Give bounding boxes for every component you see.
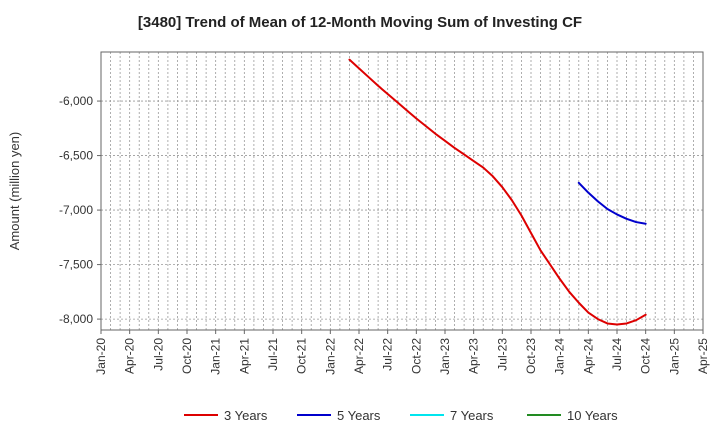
x-tick-label: Jan-20: [94, 338, 108, 375]
x-tick-label: Oct-22: [409, 338, 423, 374]
x-tick-label: Jul-21: [266, 338, 280, 371]
x-tick-label: Jul-20: [151, 338, 165, 371]
x-tick-label: Jul-24: [610, 338, 624, 371]
y-tick-label: -8,000: [59, 312, 93, 326]
x-tick-label: Jul-22: [381, 338, 395, 371]
x-tick-label: Oct-21: [295, 338, 309, 374]
series-line-3-years: [348, 58, 647, 326]
series-layer: [348, 58, 647, 326]
x-tick-label: Oct-23: [524, 338, 538, 374]
x-tick-label: Apr-24: [581, 338, 595, 374]
legend-label: 5 Years: [337, 408, 381, 423]
x-tick-label: Jul-23: [495, 338, 509, 371]
y-tick-label: -7,500: [59, 258, 93, 272]
legend-label: 10 Years: [567, 408, 618, 423]
grid-layer: [100, 52, 704, 330]
x-tick-label: Oct-24: [639, 338, 653, 374]
x-tick-label: Apr-25: [696, 338, 710, 374]
x-tick-layer: Jan-20 Apr-20 Jul-20 Oct-20 Jan-21 Apr-21 Jul-…: [94, 330, 710, 375]
x-tick-label: Apr-22: [352, 338, 366, 374]
y-axis-label: Amount (million yen): [7, 132, 22, 251]
x-tick-label: Apr-20: [123, 338, 137, 374]
x-tick-label: Jan-22: [323, 338, 337, 375]
legend-label: 7 Years: [450, 408, 494, 423]
x-tick-label: Oct-20: [180, 338, 194, 374]
x-tick-label: Apr-21: [237, 338, 251, 374]
legend-label: 3 Years: [224, 408, 268, 423]
y-tick-label: -6,000: [59, 94, 93, 108]
plot-background: [101, 52, 703, 330]
y-tick-label: -7,000: [59, 203, 93, 217]
legend: 3 Years 5 Years 7 Years 10 Years: [184, 408, 618, 423]
x-tick-label: Apr-23: [467, 338, 481, 374]
y-tick-layer: -6,000 -6,500 -7,000 -7,500 -8,000: [59, 94, 101, 326]
plot-frame: [100, 51, 704, 331]
x-tick-label: Jan-24: [553, 338, 567, 375]
y-tick-label: -6,500: [59, 149, 93, 163]
chart-title: [3480] Trend of Mean of 12-Month Moving …: [137, 14, 583, 31]
x-tick-label: Jan-25: [667, 338, 681, 375]
series-line-5-years: [577, 181, 647, 225]
x-tick-label: Jan-23: [438, 338, 452, 375]
x-tick-label: Jan-21: [209, 338, 223, 375]
